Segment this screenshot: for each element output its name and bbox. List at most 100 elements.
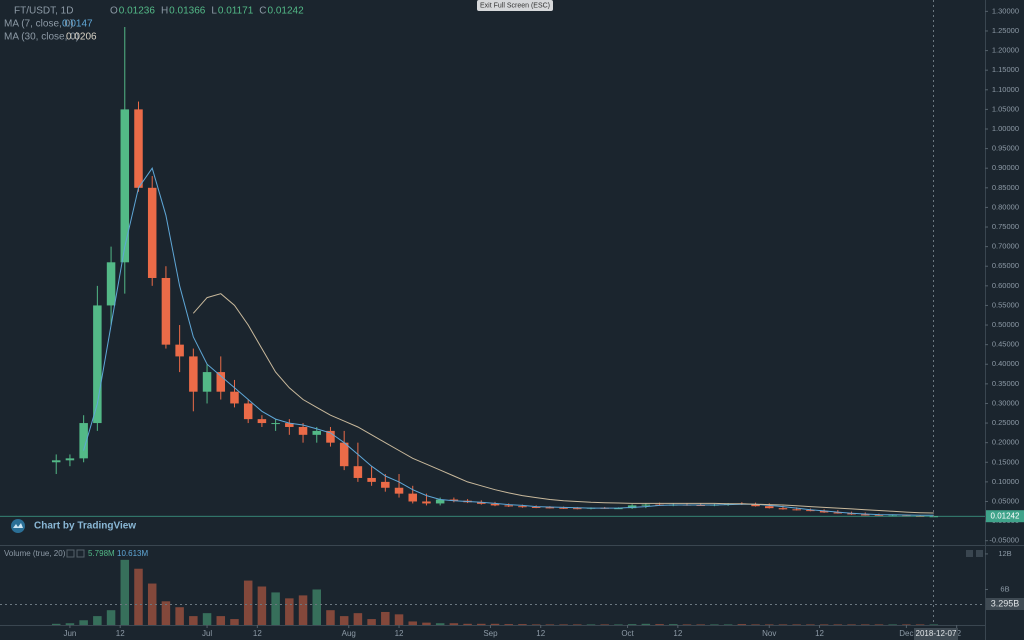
volume-bar	[600, 624, 609, 625]
y-tick-label: 0.25000	[992, 418, 1019, 427]
x-tick-label: 12	[536, 629, 545, 638]
y-tick-label: 1.30000	[992, 6, 1019, 15]
candle-body	[531, 506, 541, 508]
labels: -0.050000.000000.050000.100000.150000.20…	[63, 6, 1024, 638]
ohlc-letter: H	[161, 6, 168, 17]
candle-body	[243, 403, 253, 420]
exit-fullscreen-button[interactable]	[477, 0, 553, 11]
y-tick-label: 0.10000	[992, 477, 1019, 486]
volume-bar	[490, 623, 500, 625]
y-tick-label: 0.60000	[992, 281, 1019, 290]
volume-bar	[847, 624, 856, 625]
y-tick-label: 0.75000	[992, 222, 1019, 231]
last-price-badge: 0.01242	[991, 511, 1020, 520]
candle-body	[751, 504, 760, 507]
candle-body	[271, 423, 280, 425]
x-tick-label: 12	[395, 629, 404, 638]
date-badge-box	[914, 628, 958, 640]
volume-badge-box	[986, 598, 1024, 610]
x-tick-label: Oct	[621, 629, 634, 638]
volume-bar	[353, 613, 363, 625]
candle-body	[51, 460, 61, 463]
volume-bar	[586, 624, 596, 625]
marks	[0, 27, 985, 625]
volume-bar	[189, 616, 198, 625]
candle-body	[860, 514, 870, 516]
y-tick-label: 1.05000	[992, 104, 1019, 113]
volume-bar	[915, 624, 925, 625]
candle-body	[449, 499, 459, 501]
volume-bar	[723, 624, 733, 625]
x-tick-label: Jun	[63, 629, 76, 638]
volume-bar	[710, 624, 719, 625]
ma30-value: 0.0206	[66, 32, 97, 43]
candle-body	[394, 487, 404, 494]
volume-bar	[271, 592, 280, 625]
candle-body	[120, 109, 130, 263]
x-tick-label: Sep	[483, 629, 498, 638]
y-tick-label: 0.35000	[992, 379, 1019, 388]
candle-body	[819, 510, 829, 513]
volume-bar	[161, 601, 171, 625]
y-tick-label: 0.15000	[992, 457, 1019, 466]
ohlc-letter: O	[110, 6, 118, 17]
candle-body	[614, 508, 623, 510]
x-tick-label: 12	[673, 629, 682, 638]
y-tick-label: 0.50000	[992, 320, 1019, 329]
volume-bar	[408, 621, 417, 625]
y-tick-label: 1.10000	[992, 85, 1019, 94]
volume-bar	[449, 623, 459, 625]
volume-bar	[737, 624, 747, 625]
volume-bar	[202, 613, 212, 625]
x-tick-label: 12	[253, 629, 262, 638]
exit-fullscreen-label[interactable]: Exit Full Screen (ESC)	[480, 2, 550, 9]
candle-body	[518, 506, 527, 508]
candle-body	[134, 109, 143, 188]
volume-bar	[751, 624, 760, 625]
volume-bar	[326, 610, 335, 625]
x-tick-label: Nov	[762, 629, 776, 638]
volume-bar	[243, 580, 253, 625]
volume-bar	[312, 589, 322, 625]
volume-bar	[285, 598, 294, 625]
candle-body	[93, 305, 102, 424]
pane-button[interactable]	[976, 550, 983, 557]
candle-body	[367, 477, 376, 482]
volume-bar	[929, 624, 939, 625]
brand-label[interactable]: Chart by TradingView	[34, 521, 136, 532]
volume-bar	[477, 623, 486, 625]
volume-bar	[216, 616, 226, 625]
candle-body	[230, 391, 239, 404]
x-tick-label: 12	[815, 629, 824, 638]
candle-body	[65, 458, 75, 461]
volume-bar	[819, 624, 829, 625]
volume-bar	[778, 624, 788, 625]
volume-bar	[175, 607, 184, 625]
y-tick-label: 1.00000	[992, 124, 1019, 133]
volume-bar	[106, 610, 116, 625]
volume-bar	[792, 624, 801, 625]
x-tick-label: Aug	[342, 629, 356, 638]
candle-body	[641, 504, 651, 506]
volume-bar	[669, 624, 678, 625]
volume-bar	[394, 614, 404, 625]
volume-bar	[682, 624, 692, 625]
x-tick-label: 12	[116, 629, 125, 638]
candle-body	[874, 515, 884, 517]
candle-body	[833, 512, 843, 514]
candle-body	[298, 426, 308, 435]
volume-bar	[298, 595, 308, 625]
candle-body	[765, 506, 774, 509]
volume-tick-label: 12B	[998, 549, 1011, 558]
volume-bar	[559, 624, 568, 625]
candle-body	[216, 372, 226, 392]
volume-hide-icon[interactable]	[76, 549, 85, 558]
volume-settings-icon[interactable]	[66, 549, 75, 558]
volume-bar	[257, 586, 267, 625]
pane-button[interactable]	[966, 550, 973, 557]
candle-body	[257, 419, 267, 424]
y-tick-label: 0.40000	[992, 359, 1019, 368]
